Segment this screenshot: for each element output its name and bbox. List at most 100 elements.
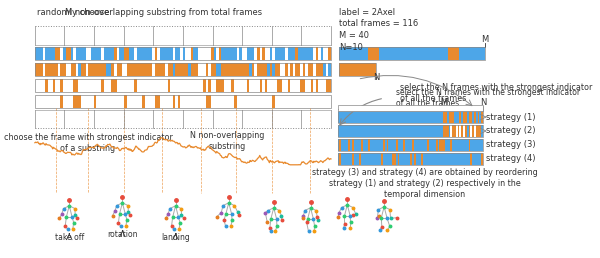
Bar — [412, 139, 414, 151]
Bar — [96, 47, 99, 60]
Bar — [40, 79, 43, 92]
Bar — [418, 139, 419, 151]
Bar — [311, 63, 313, 76]
Bar — [68, 47, 71, 60]
Bar — [316, 79, 319, 92]
Bar — [236, 79, 239, 92]
Bar — [43, 47, 45, 60]
Bar — [470, 47, 474, 60]
Bar — [114, 95, 117, 108]
Bar — [155, 79, 158, 92]
Bar — [368, 125, 370, 137]
Bar — [226, 63, 229, 76]
Bar — [86, 47, 89, 60]
Bar — [350, 125, 352, 137]
Bar — [78, 79, 81, 92]
Bar — [221, 95, 224, 108]
Bar — [183, 95, 185, 108]
Bar — [425, 125, 427, 137]
Bar — [242, 63, 244, 76]
Bar — [412, 47, 416, 60]
Bar — [361, 111, 363, 123]
Bar — [472, 125, 474, 137]
Bar — [275, 95, 278, 108]
Bar — [412, 153, 414, 165]
Bar — [68, 63, 71, 76]
Bar — [365, 153, 367, 165]
Bar — [428, 111, 430, 123]
Bar — [170, 47, 173, 60]
Bar — [401, 47, 405, 60]
Bar — [86, 95, 89, 108]
Bar — [134, 47, 137, 60]
Bar — [53, 95, 55, 108]
Bar — [112, 79, 114, 92]
Bar — [260, 95, 262, 108]
Bar — [472, 153, 474, 165]
Bar — [147, 47, 150, 60]
Bar — [272, 63, 275, 76]
Bar — [338, 153, 483, 165]
Bar — [396, 153, 398, 165]
Bar — [430, 139, 433, 151]
Bar — [257, 63, 260, 76]
Bar — [63, 47, 65, 60]
Bar — [170, 95, 173, 108]
Bar — [313, 95, 316, 108]
Bar — [346, 47, 350, 60]
Bar — [356, 139, 358, 151]
Bar — [301, 79, 303, 92]
Bar — [305, 79, 308, 92]
Bar — [122, 63, 124, 76]
Bar — [175, 47, 178, 60]
Bar — [254, 95, 257, 108]
Bar — [208, 95, 211, 108]
Bar — [91, 63, 94, 76]
Bar — [465, 139, 467, 151]
Bar — [386, 47, 390, 60]
Text: take off: take off — [55, 233, 84, 243]
Bar — [114, 63, 117, 76]
Bar — [383, 125, 385, 137]
Bar — [448, 47, 452, 60]
Bar — [403, 111, 405, 123]
Bar — [416, 153, 418, 165]
Bar — [370, 125, 372, 137]
Bar — [188, 47, 191, 60]
Bar — [338, 125, 340, 137]
Text: strategy (2): strategy (2) — [485, 126, 535, 135]
Bar — [265, 47, 268, 60]
Bar — [114, 47, 117, 60]
Bar — [270, 63, 272, 76]
Bar — [388, 153, 391, 165]
Bar — [372, 153, 374, 165]
Bar — [341, 111, 343, 123]
Bar — [390, 139, 392, 151]
Bar — [45, 95, 48, 108]
Bar — [35, 79, 38, 92]
Bar — [71, 47, 73, 60]
Bar — [398, 153, 400, 165]
Bar — [479, 111, 481, 123]
Bar — [203, 79, 206, 92]
Bar — [432, 111, 434, 123]
Bar — [410, 139, 412, 151]
Bar — [112, 95, 114, 108]
Bar — [412, 111, 414, 123]
Bar — [130, 79, 132, 92]
Bar — [239, 95, 242, 108]
Bar — [478, 125, 479, 137]
Bar — [224, 63, 226, 76]
Bar — [349, 125, 350, 137]
Bar — [122, 47, 124, 60]
Bar — [350, 47, 354, 60]
Bar — [83, 63, 86, 76]
Bar — [449, 139, 451, 151]
Bar — [265, 63, 268, 76]
Bar — [356, 111, 358, 123]
Bar — [132, 95, 134, 108]
Bar — [341, 125, 343, 137]
Bar — [234, 47, 236, 60]
Bar — [183, 79, 185, 92]
Bar — [88, 63, 91, 76]
